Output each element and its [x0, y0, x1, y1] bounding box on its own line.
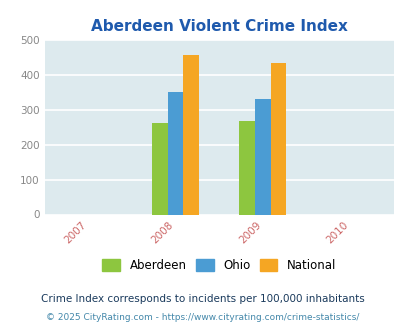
Bar [151, 122, 167, 214]
Bar [183, 55, 199, 214]
Bar [167, 92, 183, 214]
Title: Aberdeen Violent Crime Index: Aberdeen Violent Crime Index [91, 19, 347, 34]
Text: © 2025 CityRating.com - https://www.cityrating.com/crime-statistics/: © 2025 CityRating.com - https://www.city… [46, 313, 359, 322]
Bar [254, 99, 270, 214]
Text: Crime Index corresponds to incidents per 100,000 inhabitants: Crime Index corresponds to incidents per… [41, 294, 364, 304]
Bar [239, 121, 254, 214]
Bar [270, 63, 286, 214]
Legend: Aberdeen, Ohio, National: Aberdeen, Ohio, National [102, 259, 335, 272]
